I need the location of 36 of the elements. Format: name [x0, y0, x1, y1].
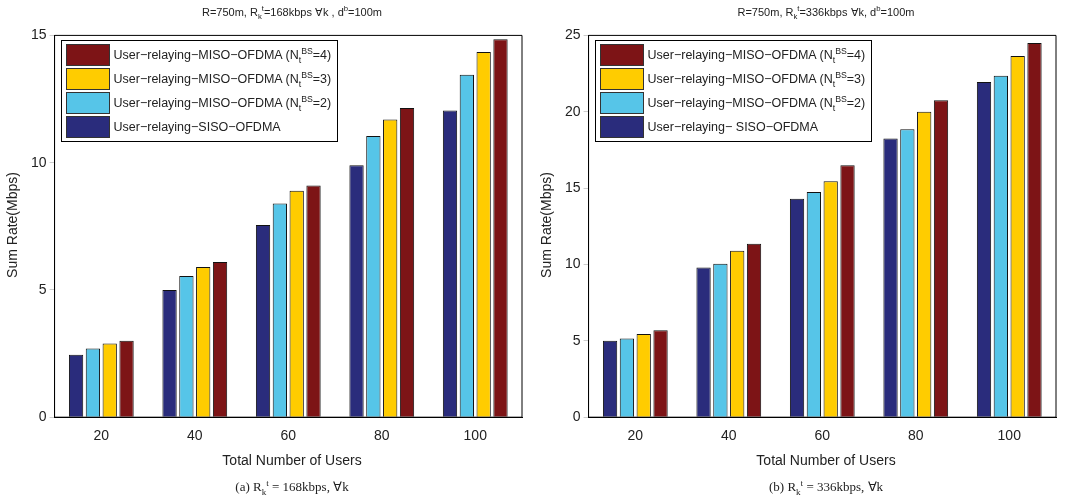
text: (b) R$_{k}$$^{t}$ = 336kbps, ∀k — [767, 478, 885, 497]
chart-title: R=750m, R$_{k}$$^{t}$=336kbps ∀k, d$^{b}$=100m — [736, 4, 916, 21]
legend-label: User−relaying−MISO−OFDMA (N$_{t}$$^{BS}$=4) — [113, 46, 332, 65]
legend-label: User−relaying−SISO−OFDMA — [113, 120, 281, 135]
x-tick-label: 100 — [997, 427, 1022, 444]
y-tick-label: 5 — [38, 280, 47, 297]
x-tick-label: 20 — [93, 427, 110, 444]
y-tick-label: 10 — [564, 255, 581, 272]
legend-label: User−relaying−MISO−OFDMA (N$_{t}$$^{BS}$=2) — [647, 94, 866, 113]
x-tick-label: 20 — [627, 427, 644, 444]
y-tick-label: 25 — [564, 26, 581, 43]
y-axis-title: Sum Rate(Mbps) — [538, 172, 554, 278]
chart-title: R=750m, R$_{k}$$^{t}$=168kbps ∀k , d$^{b}$=100m — [201, 4, 383, 21]
y-tick-label: 0 — [572, 408, 581, 425]
y-tick-label: 15 — [564, 178, 581, 195]
legend-label: User−relaying−MISO−OFDMA (N$_{t}$$^{BS}$=4) — [647, 46, 866, 65]
x-tick-label: 100 — [463, 427, 488, 444]
y-tick-label: 15 — [30, 26, 47, 43]
x-tick-label: 80 — [373, 427, 390, 444]
legend-label: User−relaying−MISO−OFDMA (N$_{t}$$^{BS}$=2) — [113, 94, 332, 113]
x-axis-title: Total Number of Users — [221, 452, 363, 468]
x-tick-label: 60 — [814, 427, 831, 444]
y-tick-label: 5 — [572, 331, 581, 348]
x-tick-label: 80 — [907, 427, 924, 444]
y-tick-label: 0 — [38, 408, 47, 425]
legend-label: User−relaying− SISO−OFDMA — [647, 120, 819, 135]
legend-label: User−relaying−MISO−OFDMA (N$_{t}$$^{BS}$=3) — [113, 70, 332, 89]
x-axis-title: Total Number of Users — [755, 452, 897, 468]
x-tick-label: 40 — [721, 427, 737, 444]
legend-label: User−relaying−MISO−OFDMA (N$_{t}$$^{BS}$=3) — [647, 70, 866, 89]
x-tick-label: 60 — [280, 427, 297, 444]
y-tick-label: 10 — [30, 153, 47, 170]
y-tick-label: 20 — [564, 102, 581, 119]
text: (a) R$_{k}$$^{t}$ = 168kbps, ∀k — [234, 478, 350, 497]
x-tick-label: 40 — [187, 427, 203, 444]
y-axis-title: Sum Rate(Mbps) — [4, 172, 20, 278]
